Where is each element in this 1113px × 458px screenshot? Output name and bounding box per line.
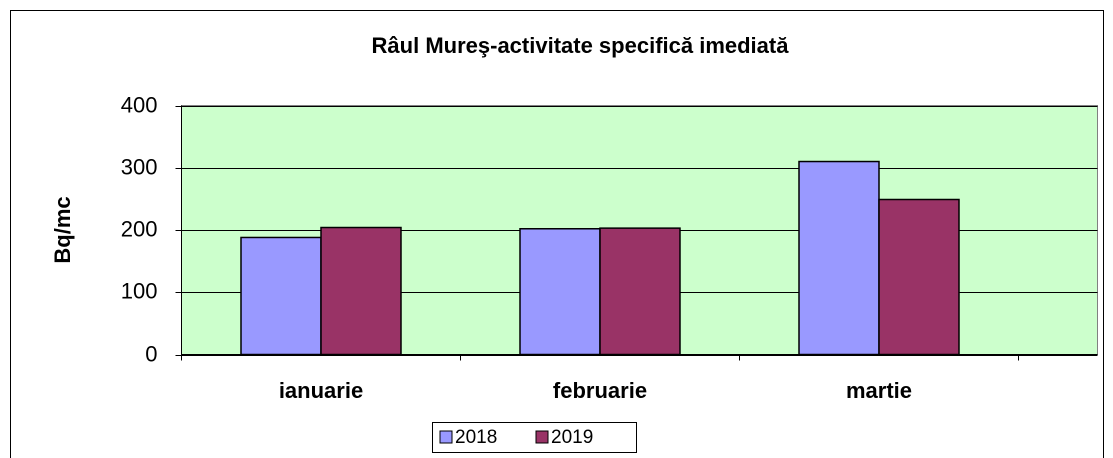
bar (519, 228, 601, 356)
legend-swatch (535, 430, 549, 444)
legend-box (432, 422, 637, 453)
legend-label: 2018 (455, 427, 497, 448)
legend-swatch (439, 430, 453, 444)
y-tick-label: 300 (121, 154, 158, 179)
legend-label: 2019 (551, 427, 593, 448)
x-tick-label: ianuarie (279, 378, 363, 403)
legend: 2018 2019 (432, 422, 637, 453)
bar (878, 198, 960, 356)
bar (240, 236, 322, 356)
y-axis-label: Bq/mc (50, 196, 75, 263)
chart-title: Râul Mureş-activitate specifică imediată (372, 33, 790, 58)
y-tick-label: 0 (145, 341, 157, 366)
y-tick-label: 400 (121, 92, 158, 117)
y-tick-label: 200 (121, 216, 158, 241)
x-tick-label: februarie (553, 378, 647, 403)
bar (320, 226, 402, 356)
y-tick-label: 100 (121, 278, 158, 303)
bar (599, 227, 681, 356)
x-tick-label: martie (846, 378, 912, 403)
bar (798, 160, 880, 356)
